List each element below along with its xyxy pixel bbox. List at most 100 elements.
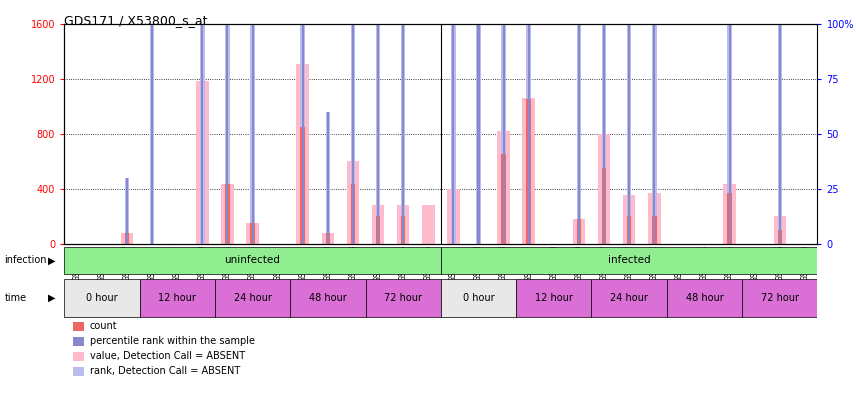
Bar bbox=[64, 247, 441, 274]
Bar bbox=[225, 185, 229, 244]
Bar bbox=[502, 154, 506, 244]
Text: rank, Detection Call = ABSENT: rank, Detection Call = ABSENT bbox=[90, 366, 241, 377]
Bar bbox=[325, 232, 330, 244]
Bar bbox=[623, 196, 635, 244]
Bar bbox=[372, 205, 384, 244]
Bar bbox=[441, 279, 516, 317]
Bar bbox=[526, 0, 531, 244]
Bar bbox=[451, 0, 455, 244]
Bar bbox=[196, 82, 209, 244]
Text: 12 hour: 12 hour bbox=[535, 293, 573, 303]
Text: GDS171 / X53800_s_at: GDS171 / X53800_s_at bbox=[64, 14, 208, 27]
Bar bbox=[573, 219, 586, 244]
Text: 72 hour: 72 hour bbox=[384, 293, 422, 303]
Bar bbox=[502, 0, 505, 244]
Bar bbox=[452, 0, 455, 244]
Text: ▶: ▶ bbox=[48, 293, 56, 303]
Bar bbox=[377, 0, 379, 244]
Bar bbox=[300, 0, 305, 244]
Bar bbox=[527, 0, 530, 244]
Text: uninfected: uninfected bbox=[224, 255, 281, 265]
Bar bbox=[300, 127, 305, 244]
Bar bbox=[742, 279, 817, 317]
Bar bbox=[648, 193, 661, 244]
Bar bbox=[728, 0, 732, 244]
Bar bbox=[140, 279, 215, 317]
Bar bbox=[578, 2, 580, 244]
Bar bbox=[447, 188, 460, 244]
Bar bbox=[478, 0, 479, 244]
Bar bbox=[201, 0, 204, 244]
Bar bbox=[441, 247, 817, 274]
Text: count: count bbox=[90, 321, 117, 331]
Bar bbox=[777, 0, 782, 244]
Text: ▶: ▶ bbox=[48, 255, 56, 265]
Bar bbox=[401, 216, 406, 244]
Bar bbox=[728, 0, 731, 244]
Bar bbox=[774, 216, 786, 244]
Bar bbox=[347, 161, 360, 244]
Text: 48 hour: 48 hour bbox=[309, 293, 347, 303]
Bar bbox=[325, 112, 330, 244]
Text: infection: infection bbox=[4, 255, 47, 265]
Bar bbox=[121, 232, 134, 244]
Bar bbox=[151, 24, 153, 244]
Bar bbox=[402, 0, 404, 244]
Text: percentile rank within the sample: percentile rank within the sample bbox=[90, 336, 255, 346]
Bar bbox=[397, 205, 409, 244]
Bar bbox=[522, 98, 535, 244]
Text: 12 hour: 12 hour bbox=[158, 293, 196, 303]
Bar bbox=[476, 0, 481, 244]
Bar bbox=[221, 185, 234, 244]
Text: 24 hour: 24 hour bbox=[610, 293, 648, 303]
Bar bbox=[502, 0, 506, 244]
Bar bbox=[296, 64, 309, 244]
Bar bbox=[376, 0, 380, 244]
Bar bbox=[401, 0, 406, 244]
Text: 48 hour: 48 hour bbox=[686, 293, 723, 303]
Bar bbox=[597, 133, 610, 244]
Bar bbox=[200, 0, 205, 244]
Bar bbox=[627, 216, 632, 244]
Bar bbox=[728, 193, 732, 244]
Text: 72 hour: 72 hour bbox=[761, 293, 799, 303]
Text: 0 hour: 0 hour bbox=[86, 293, 117, 303]
Bar bbox=[667, 279, 742, 317]
Bar bbox=[252, 0, 253, 244]
Bar bbox=[577, 219, 581, 244]
Bar bbox=[652, 0, 657, 244]
Bar bbox=[290, 279, 366, 317]
Bar bbox=[352, 0, 354, 244]
Bar bbox=[301, 0, 304, 244]
Bar bbox=[125, 177, 129, 244]
Bar bbox=[653, 0, 656, 244]
Bar bbox=[526, 99, 531, 244]
Bar bbox=[150, 24, 154, 244]
Bar bbox=[126, 177, 128, 244]
Bar bbox=[250, 0, 255, 244]
Bar bbox=[247, 223, 259, 244]
Bar bbox=[723, 185, 736, 244]
Text: 24 hour: 24 hour bbox=[234, 293, 271, 303]
Text: value, Detection Call = ABSENT: value, Detection Call = ABSENT bbox=[90, 351, 245, 362]
Bar bbox=[591, 279, 667, 317]
Bar bbox=[628, 0, 630, 244]
Bar bbox=[779, 0, 781, 244]
Bar bbox=[215, 279, 290, 317]
Bar bbox=[351, 0, 355, 244]
Bar bbox=[777, 230, 782, 244]
Bar bbox=[422, 205, 435, 244]
Text: 0 hour: 0 hour bbox=[463, 293, 494, 303]
Text: time: time bbox=[4, 293, 27, 303]
Bar bbox=[602, 0, 606, 244]
Bar bbox=[516, 279, 591, 317]
Text: infected: infected bbox=[608, 255, 651, 265]
Bar bbox=[64, 279, 140, 317]
Bar bbox=[250, 223, 255, 244]
Bar bbox=[627, 0, 632, 244]
Bar bbox=[351, 185, 355, 244]
Bar bbox=[322, 232, 334, 244]
Bar bbox=[225, 0, 229, 244]
Bar bbox=[577, 2, 581, 244]
Bar bbox=[602, 168, 606, 244]
